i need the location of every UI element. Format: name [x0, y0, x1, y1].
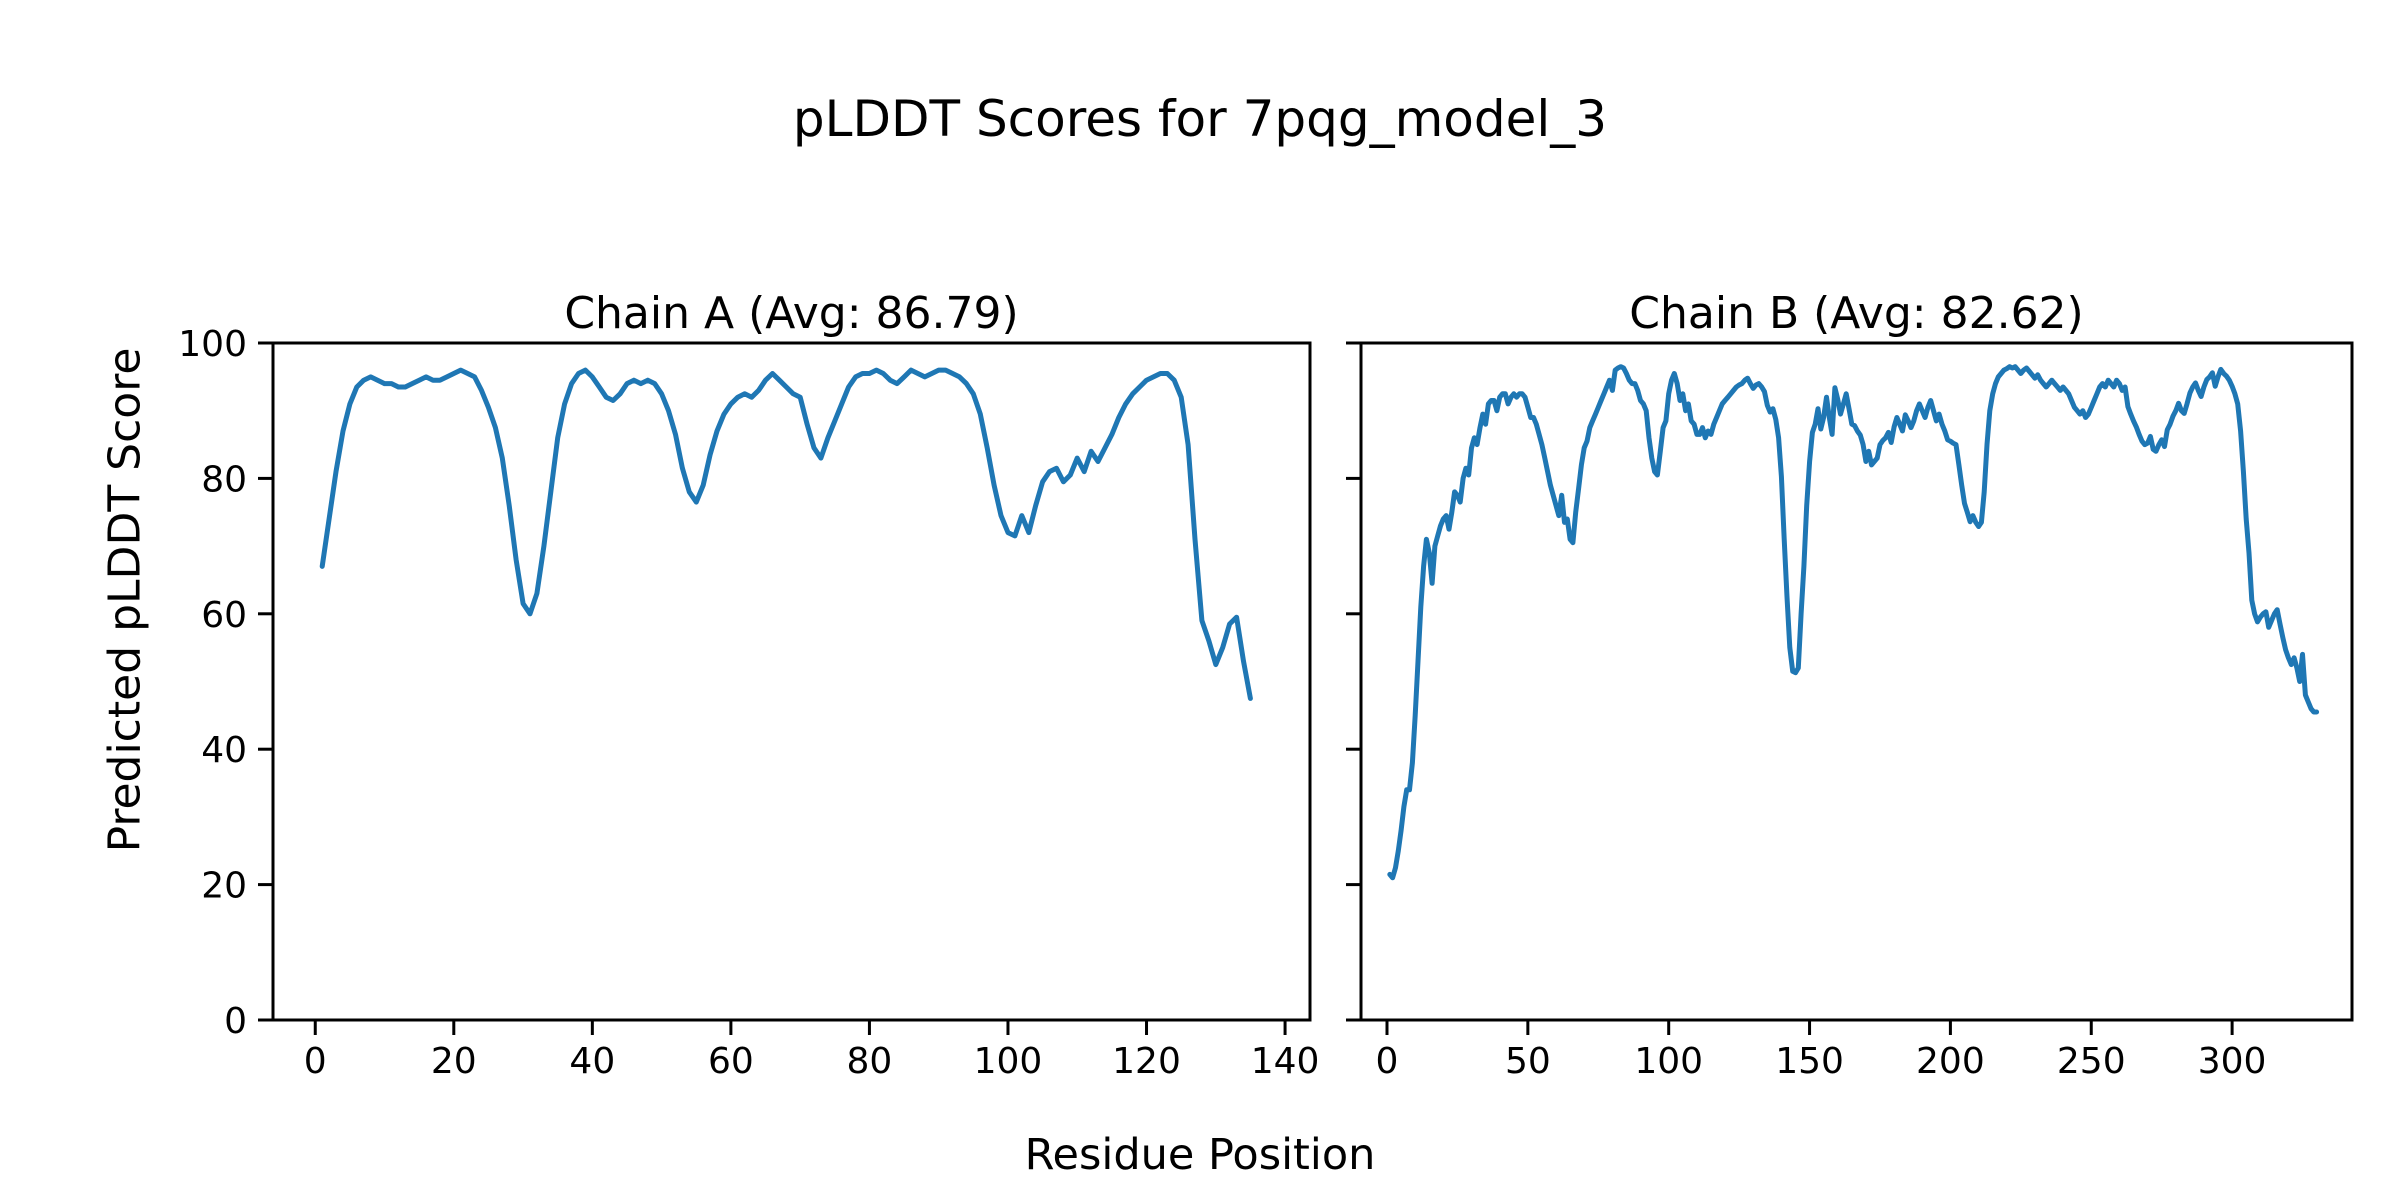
x-tick-label: 200	[1916, 1041, 1985, 1082]
y-tick-label: 100	[178, 324, 247, 365]
x-tick-label: 140	[1251, 1041, 1320, 1082]
x-tick-label: 0	[304, 1041, 327, 1082]
x-tick-label: 100	[974, 1041, 1043, 1082]
x-tick-label: 120	[1112, 1041, 1181, 1082]
axes-frame-chain-a	[271, 341, 1312, 1022]
plddt-line-chain-b	[1387, 364, 2320, 881]
plddt-line-chain-a	[319, 367, 1253, 701]
subplot-title-chain-a: Chain A (Avg: 86.79)	[564, 288, 1019, 339]
x-tick-label: 60	[708, 1041, 754, 1082]
y-tick-label: 60	[201, 595, 247, 636]
x-tick-label: 300	[2198, 1041, 2267, 1082]
axes-frame-chain-b	[1359, 341, 2354, 1022]
x-axis-label: Residue Position	[1024, 1130, 1376, 1180]
x-tick-label: 0	[1376, 1041, 1399, 1082]
figure-title: pLDDT Scores for 7pqg_model_3	[792, 90, 1608, 148]
y-tick-label: 40	[201, 730, 247, 771]
subplot-title-chain-b: Chain B (Avg: 82.62)	[1629, 288, 2084, 339]
y-tick-label: 0	[224, 1001, 247, 1042]
x-tick-label: 80	[847, 1041, 893, 1082]
y-axis-label: Predicted pLDDT Score	[99, 347, 151, 853]
x-tick-label: 100	[1634, 1041, 1703, 1082]
x-tick-label: 50	[1505, 1041, 1551, 1082]
x-tick-label: 250	[2057, 1041, 2126, 1082]
x-tick-label: 20	[431, 1041, 477, 1082]
x-tick-label: 150	[1775, 1041, 1844, 1082]
y-tick-label: 20	[201, 866, 247, 907]
y-tick-label: 80	[201, 459, 247, 500]
x-tick-label: 40	[569, 1041, 615, 1082]
